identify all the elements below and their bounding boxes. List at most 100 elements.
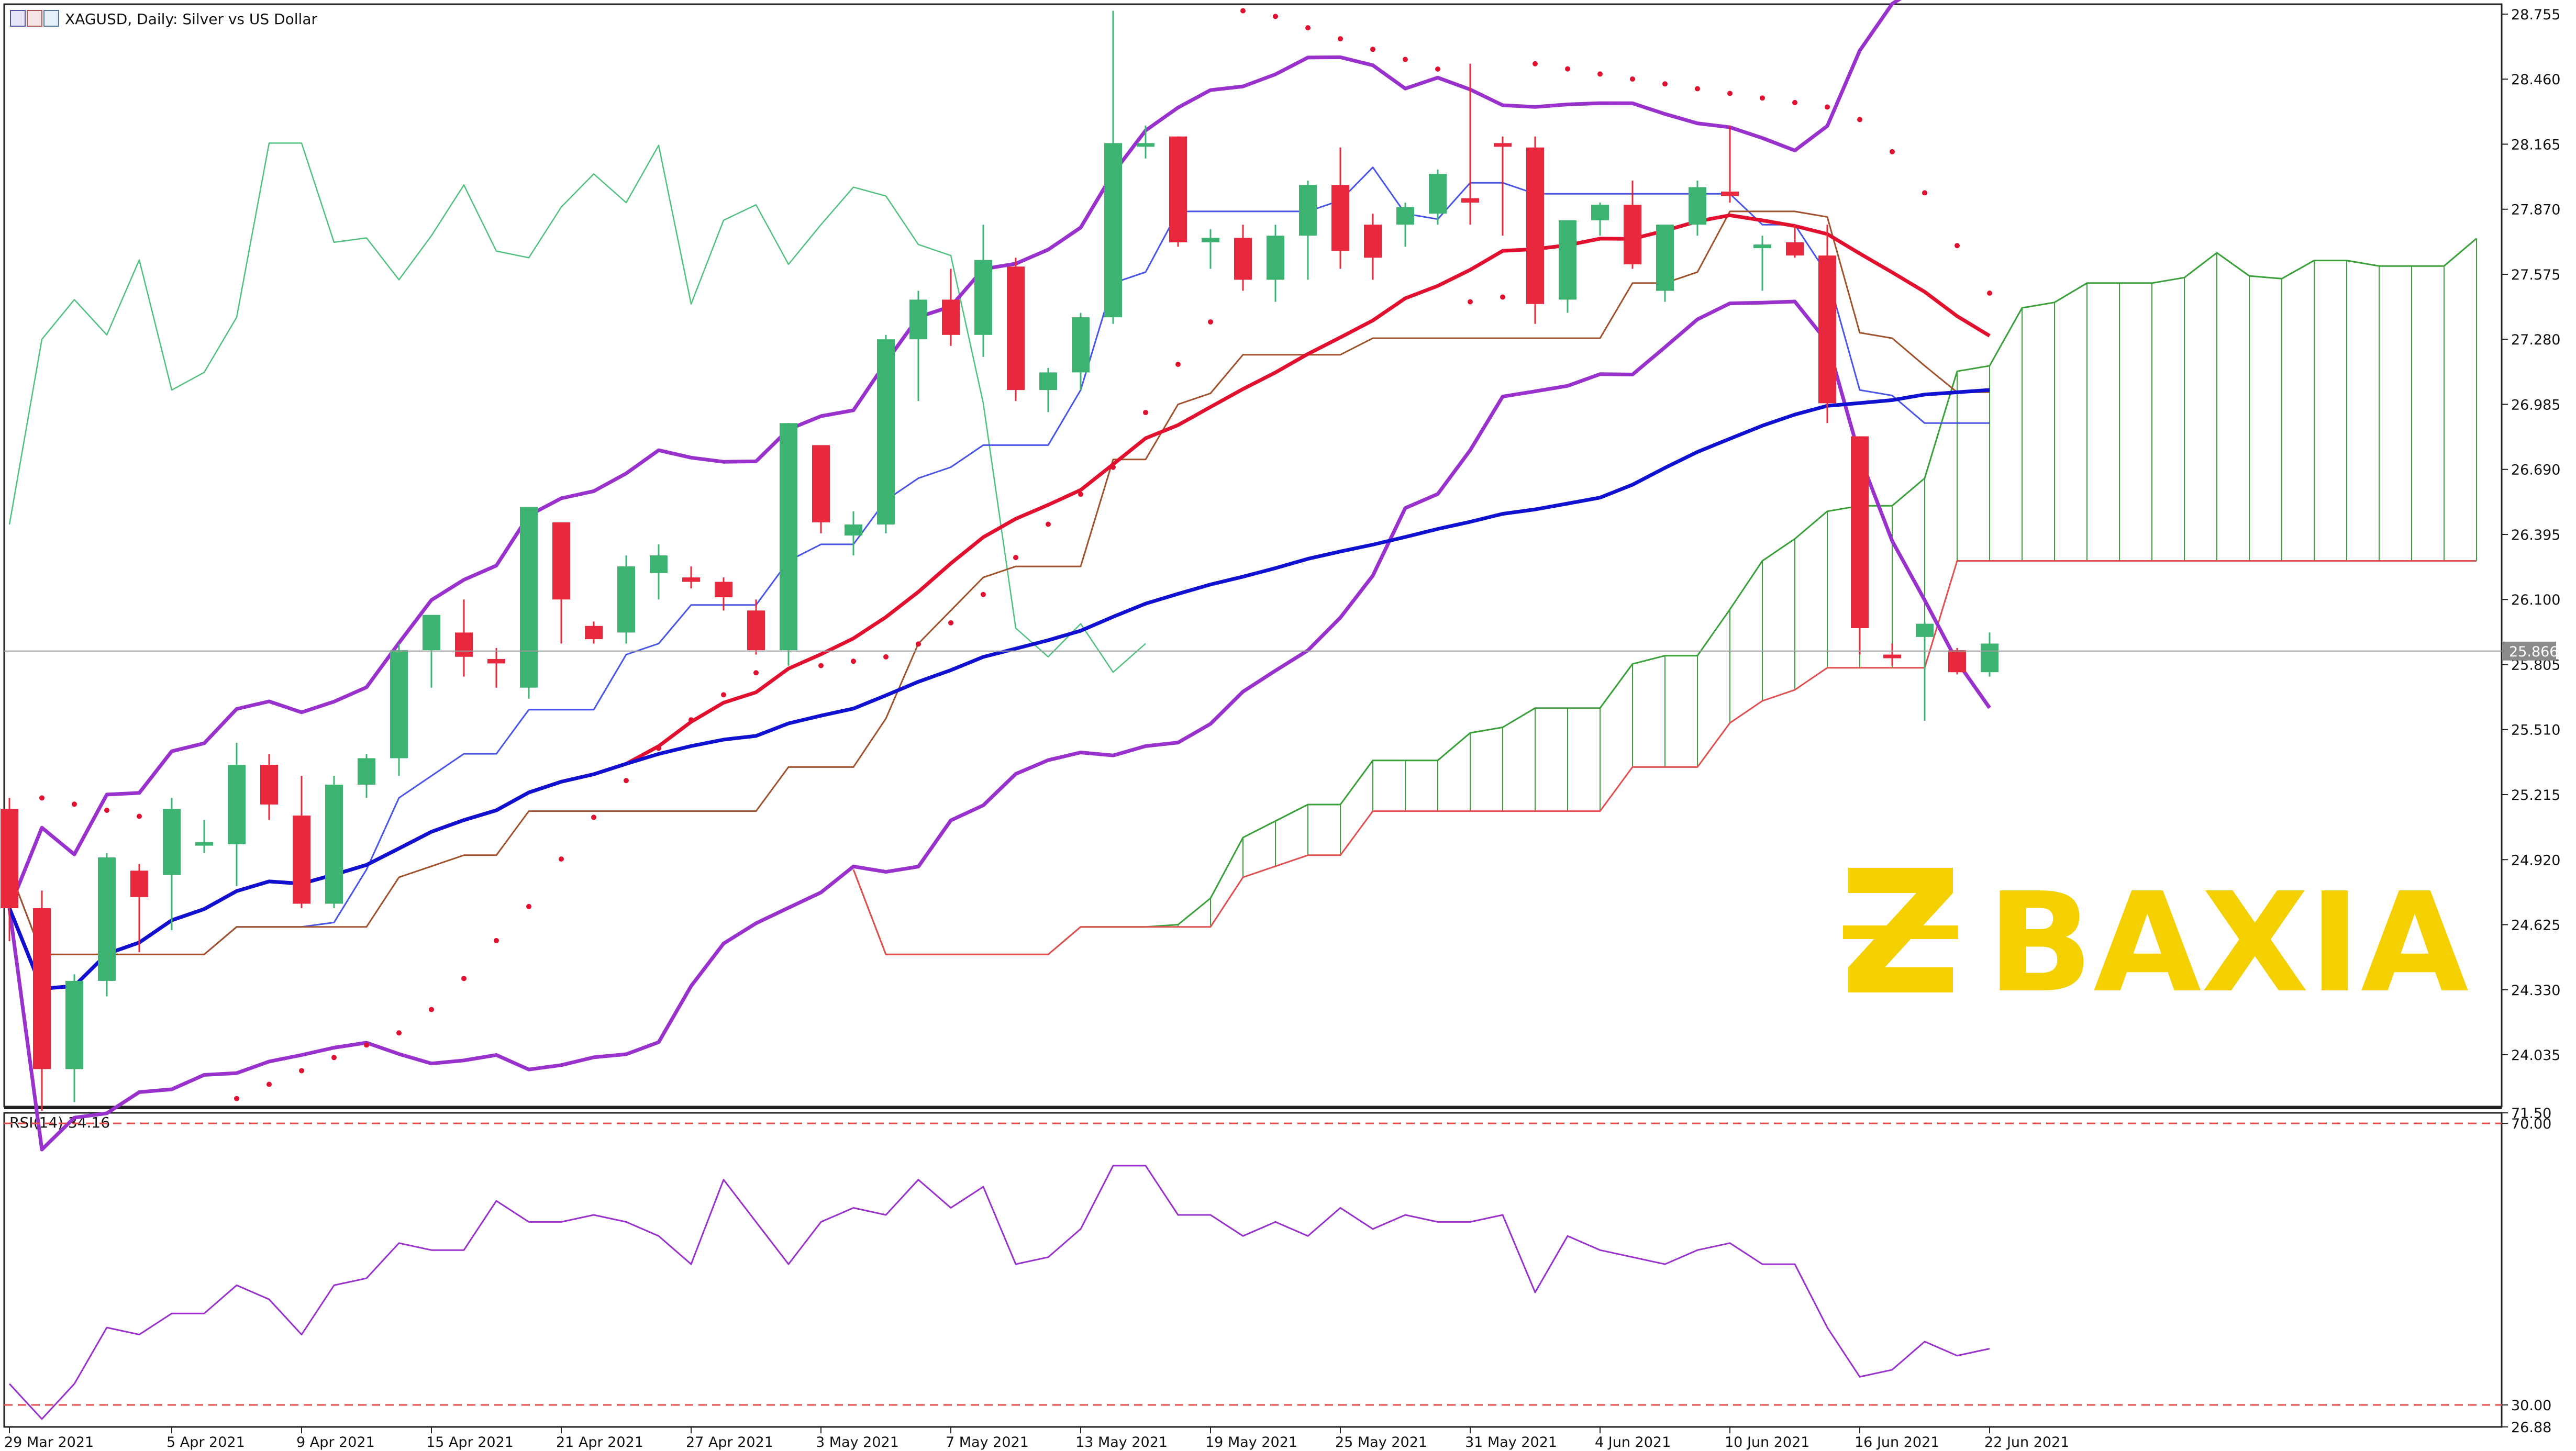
- candle-body: [1656, 225, 1674, 291]
- rsi-tick-label: 30.00: [2511, 1398, 2551, 1414]
- sar-dot: [267, 1081, 272, 1087]
- sar-dot: [1208, 319, 1213, 325]
- rsi-pane-frame: [3, 1112, 2503, 1428]
- time-tick-label: 15 Apr 2021: [426, 1434, 514, 1450]
- sar-dot: [1597, 71, 1603, 77]
- sar-dot: [1403, 57, 1408, 62]
- tenkan-sen: [8, 166, 1990, 955]
- sar-dot: [1175, 361, 1181, 367]
- time-tick-label: 19 May 2021: [1205, 1434, 1297, 1450]
- candle-body: [1916, 623, 1934, 637]
- price-tick-label: 24.920: [2511, 852, 2560, 868]
- candle-body: [585, 626, 603, 640]
- price-tick-label: 25.215: [2511, 787, 2560, 803]
- time-tick-label: 5 Apr 2021: [166, 1434, 245, 1450]
- sar-dot: [1987, 290, 1992, 296]
- sar-dot: [1240, 8, 1246, 14]
- sar-dot: [1922, 190, 1927, 196]
- price-tick-label: 26.395: [2511, 527, 2560, 543]
- symbol-title: XAGUSD, Daily: Silver vs US Dollar: [65, 10, 317, 28]
- candle-body: [1202, 238, 1219, 242]
- chart-type-icon: [10, 10, 26, 27]
- candle-body: [552, 522, 570, 600]
- price-tick-label: 28.755: [2511, 7, 2560, 23]
- price-tick-label: 26.100: [2511, 592, 2560, 608]
- candle-body: [33, 908, 51, 1069]
- baxia-logo-mark: [1843, 868, 1958, 992]
- sar-dot: [1338, 36, 1343, 42]
- candle-body: [845, 524, 862, 536]
- candle-body: [1721, 192, 1739, 196]
- sar-dot: [104, 808, 109, 813]
- sar-dot: [1825, 104, 1830, 110]
- sar-dot: [1013, 555, 1018, 561]
- sar-dot: [1857, 117, 1862, 122]
- candle-body: [1494, 143, 1512, 147]
- rsi-line: [8, 1165, 1990, 1420]
- sar-dot: [1468, 299, 1473, 305]
- candle-body: [682, 577, 700, 582]
- candle-body: [1429, 174, 1447, 214]
- time-tick-label: 22 Jun 2021: [1984, 1434, 2069, 1450]
- candle-body: [1624, 205, 1641, 265]
- sar-dot: [656, 745, 661, 751]
- candle-body: [98, 857, 116, 981]
- price-tick-label: 27.870: [2511, 202, 2560, 218]
- time-axis: 29 Mar 2021 5 Apr 2021 9 Apr 2021 15 Apr 20…: [4, 1427, 2069, 1450]
- time-tick-label: 21 Apr 2021: [556, 1434, 643, 1450]
- price-tick-label: 24.035: [2511, 1047, 2560, 1064]
- sar-dot: [461, 976, 467, 981]
- candle-body: [423, 615, 440, 651]
- candle-body: [715, 582, 732, 598]
- candle-body: [293, 816, 310, 904]
- candle-body: [1851, 436, 1869, 628]
- sar-dot: [1078, 492, 1083, 497]
- time-tick-label: 31 May 2021: [1465, 1434, 1557, 1450]
- candle-body: [390, 650, 408, 758]
- time-tick-label: 9 Apr 2021: [296, 1434, 375, 1450]
- price-tick-label: 27.280: [2511, 332, 2560, 348]
- candle-body: [1072, 317, 1090, 373]
- sar-dot: [299, 1068, 304, 1074]
- sar-dot: [494, 937, 499, 943]
- candle-body: [1753, 244, 1771, 249]
- sar-dot: [1111, 464, 1116, 470]
- current-price-marker-box: [2503, 641, 2556, 661]
- sar-dot: [526, 903, 531, 909]
- symbol-icon: [27, 10, 42, 27]
- senkou-span-b: [852, 560, 2477, 955]
- sar-dot: [1273, 14, 1278, 19]
- bollinger-upper-band: [7, 0, 1902, 909]
- sar-dot: [1370, 47, 1375, 52]
- price-tick-label: 26.985: [2511, 397, 2560, 413]
- sar-dot: [72, 801, 77, 807]
- candle-body: [228, 765, 246, 844]
- time-tick-label: 16 Jun 2021: [1855, 1434, 1939, 1450]
- sar-dot: [721, 692, 726, 698]
- sar-dot: [981, 591, 986, 597]
- candle-body: [1039, 372, 1057, 390]
- baxia-logo: BAXIA: [1843, 863, 2470, 1023]
- candle-body: [1007, 266, 1025, 390]
- price-tick-label: 27.575: [2511, 267, 2560, 283]
- sar-dot: [1792, 99, 1797, 105]
- candle-body: [1396, 207, 1414, 225]
- sar-dot: [39, 795, 45, 801]
- sar-dot: [591, 814, 596, 820]
- candle-body: [747, 610, 765, 651]
- candle-body: [1981, 643, 1998, 673]
- candle-body: [358, 758, 375, 785]
- sar-dot: [818, 663, 824, 668]
- sar-dot: [689, 717, 694, 723]
- sar-dot: [364, 1042, 369, 1048]
- candle-body: [1104, 143, 1122, 318]
- time-tick-label: 3 May 2021: [816, 1434, 899, 1450]
- sar-dot: [1143, 410, 1148, 416]
- time-tick-label: 4 Jun 2021: [1595, 1434, 1671, 1450]
- sar-dot: [1533, 61, 1538, 66]
- sar-dot: [1435, 66, 1440, 72]
- candle-body: [812, 445, 830, 522]
- rsi-tick-label: 26.88: [2511, 1420, 2551, 1436]
